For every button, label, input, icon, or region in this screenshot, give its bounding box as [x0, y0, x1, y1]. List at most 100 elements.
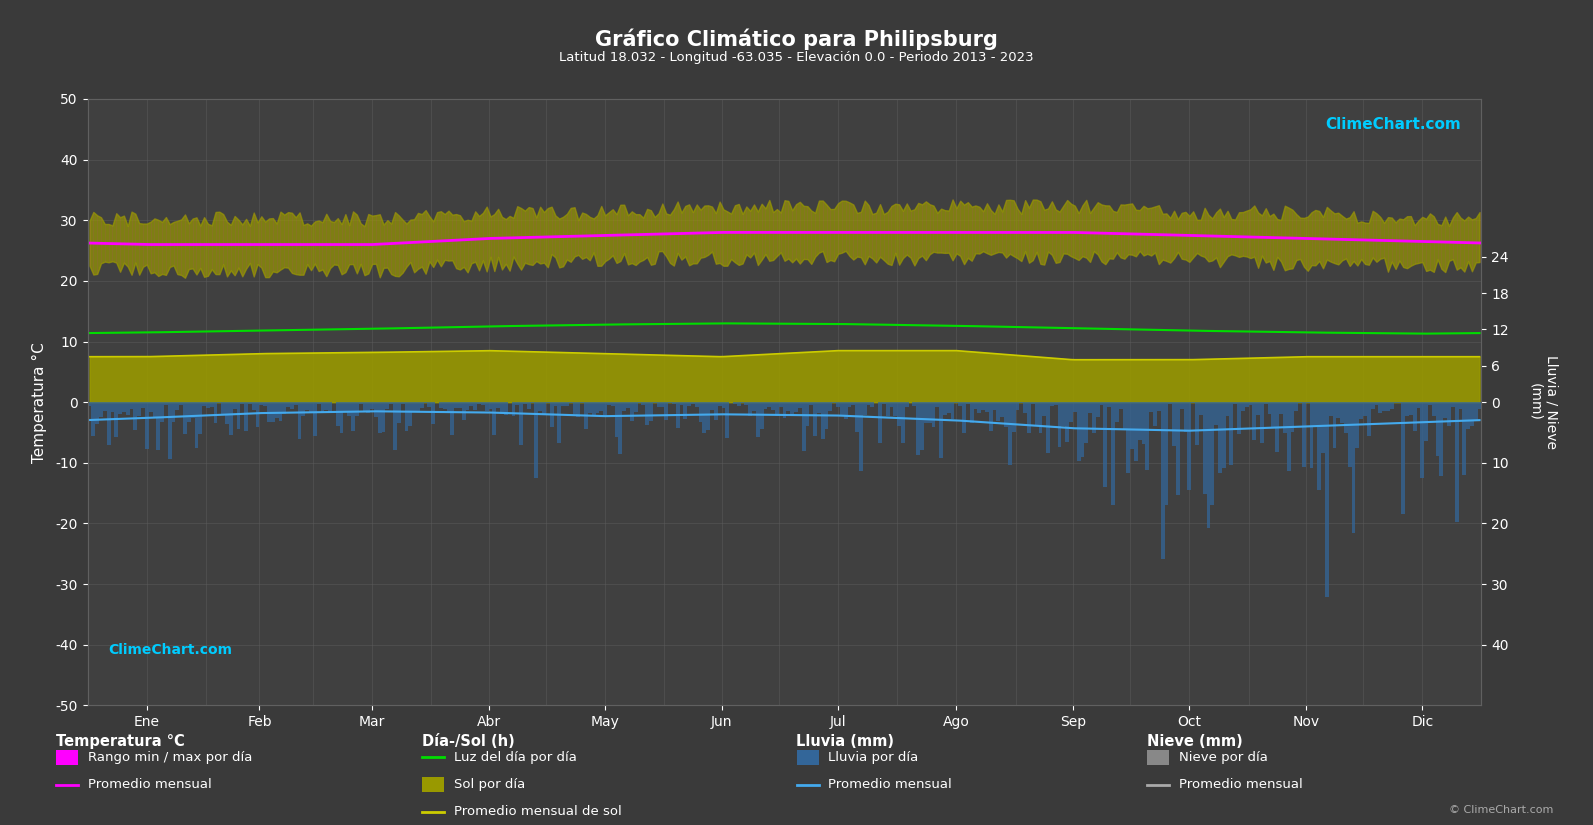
- Text: Promedio mensual: Promedio mensual: [828, 778, 953, 791]
- Bar: [1230, 403, 1233, 465]
- Bar: [1012, 403, 1016, 432]
- Bar: [320, 403, 325, 412]
- Bar: [328, 403, 331, 413]
- Bar: [1072, 403, 1077, 412]
- Bar: [1317, 403, 1321, 490]
- Text: Nieve por día: Nieve por día: [1179, 751, 1268, 764]
- Bar: [763, 403, 768, 408]
- Bar: [1454, 403, 1459, 522]
- Bar: [607, 403, 610, 405]
- Bar: [293, 403, 298, 405]
- Bar: [1389, 403, 1394, 409]
- Bar: [1184, 403, 1187, 432]
- Bar: [1416, 403, 1421, 408]
- Text: Rango min / max por día: Rango min / max por día: [88, 751, 252, 764]
- Bar: [370, 403, 374, 408]
- Bar: [951, 403, 954, 419]
- Bar: [1359, 403, 1364, 419]
- Bar: [1066, 403, 1069, 442]
- Bar: [1325, 403, 1329, 597]
- Bar: [1375, 403, 1378, 405]
- Bar: [263, 403, 268, 406]
- Bar: [523, 403, 527, 404]
- Bar: [836, 403, 840, 408]
- Bar: [282, 403, 287, 414]
- Bar: [749, 403, 752, 416]
- Bar: [397, 403, 401, 423]
- Bar: [855, 403, 859, 432]
- Bar: [1016, 403, 1020, 411]
- Bar: [440, 403, 443, 408]
- Bar: [798, 403, 801, 408]
- Bar: [599, 403, 604, 412]
- Bar: [421, 403, 424, 408]
- Bar: [1180, 403, 1184, 409]
- Bar: [1290, 403, 1295, 432]
- Bar: [107, 403, 110, 445]
- Bar: [1211, 403, 1214, 505]
- Bar: [1142, 403, 1145, 444]
- Bar: [1257, 403, 1260, 415]
- Bar: [115, 403, 118, 436]
- Bar: [1301, 403, 1306, 467]
- Bar: [553, 403, 558, 407]
- Bar: [776, 403, 779, 417]
- Bar: [1462, 403, 1466, 475]
- Bar: [1206, 403, 1211, 528]
- Bar: [1104, 403, 1107, 488]
- Bar: [558, 403, 561, 443]
- Bar: [1427, 403, 1432, 404]
- Bar: [405, 403, 408, 431]
- Y-axis label: Temperatura °C: Temperatura °C: [32, 342, 48, 463]
- Text: Lluvia por día: Lluvia por día: [828, 751, 919, 764]
- Bar: [867, 403, 870, 405]
- Bar: [465, 403, 470, 410]
- Bar: [473, 403, 478, 410]
- Bar: [344, 403, 347, 412]
- Bar: [1137, 403, 1142, 441]
- Bar: [691, 403, 695, 404]
- Bar: [1386, 403, 1389, 411]
- Bar: [1099, 403, 1104, 405]
- Bar: [175, 403, 180, 411]
- Bar: [1008, 403, 1012, 465]
- Bar: [572, 403, 577, 413]
- Bar: [793, 403, 798, 412]
- Bar: [1271, 403, 1276, 427]
- Bar: [1351, 403, 1356, 533]
- Bar: [279, 403, 282, 421]
- Bar: [883, 403, 886, 404]
- Bar: [225, 403, 229, 424]
- Bar: [1115, 403, 1118, 422]
- Bar: [992, 403, 997, 410]
- Bar: [943, 403, 946, 415]
- Bar: [591, 403, 596, 416]
- Bar: [1440, 403, 1443, 476]
- Bar: [801, 403, 806, 451]
- Bar: [470, 403, 473, 406]
- Bar: [626, 403, 629, 408]
- Bar: [1149, 403, 1153, 412]
- Bar: [306, 403, 309, 410]
- Bar: [1107, 403, 1110, 408]
- Bar: [287, 403, 290, 407]
- Bar: [148, 403, 153, 412]
- Bar: [274, 403, 279, 418]
- Text: Promedio mensual de sol: Promedio mensual de sol: [454, 805, 621, 818]
- Bar: [771, 403, 776, 410]
- Bar: [1402, 403, 1405, 514]
- Bar: [1039, 403, 1042, 433]
- Bar: [1200, 403, 1203, 415]
- Bar: [1225, 403, 1230, 416]
- Bar: [1004, 403, 1008, 427]
- Bar: [91, 403, 96, 436]
- Text: © ClimeChart.com: © ClimeChart.com: [1448, 804, 1553, 814]
- Bar: [393, 403, 397, 450]
- Bar: [787, 403, 790, 411]
- Bar: [1432, 403, 1435, 416]
- Bar: [886, 403, 889, 417]
- Bar: [790, 403, 793, 416]
- Bar: [186, 403, 191, 422]
- Bar: [1370, 403, 1375, 409]
- Bar: [1348, 403, 1351, 468]
